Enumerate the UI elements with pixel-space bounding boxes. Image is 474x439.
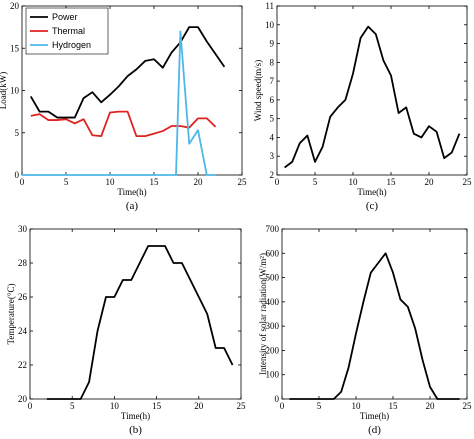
y-tick-label: 600: [266, 248, 280, 258]
x-tick-label: 5: [64, 177, 69, 187]
legend-label-hydrogen: Hydrogen: [52, 40, 91, 50]
y-tick-label: 400: [266, 297, 280, 307]
x-axis-label: Time(h): [360, 411, 389, 421]
y-tick-label: 10: [265, 20, 275, 30]
chart-load: 0 5 10 15 20 25 0 5 10 15 20 Time(h) Load(kW) (a) Powe…: [0, 1, 247, 212]
x-tick-label: 5: [317, 401, 322, 411]
x-tick-label: 15: [150, 177, 160, 187]
x-tick-label: 20: [426, 401, 436, 411]
y-tick-label: 700: [266, 224, 280, 234]
panel-caption: (b): [129, 424, 142, 436]
x-tick-label: 15: [152, 401, 162, 411]
panel-caption: (d): [368, 424, 381, 436]
x-axis-label: Time(h): [117, 187, 146, 197]
x-tick-label: 20: [194, 177, 204, 187]
y-tick-label: 9: [270, 39, 275, 49]
series-line-temperature: [46, 245, 234, 400]
x-tick-label: 15: [387, 177, 397, 187]
y-tick-label: 22: [18, 360, 27, 370]
plot-frame: [281, 228, 468, 400]
y-tick-label: 8: [270, 57, 275, 67]
chart-temperature: 0 5 10 15 20 25 20 22 24 26 28 30 Time(h) Temperature…: [6, 224, 246, 436]
y-tick-label: 3: [270, 151, 275, 161]
y-tick-label: 6: [270, 95, 275, 105]
y-tick-label: 20: [10, 1, 20, 11]
x-tick-label: 25: [237, 401, 247, 411]
x-tick-label: 15: [389, 401, 399, 411]
x-tick-label: 5: [70, 401, 75, 411]
series-line-thermal: [30, 110, 217, 138]
y-tick-label: 200: [266, 345, 280, 355]
y-tick-label: 28: [18, 258, 28, 268]
x-tick-label: 10: [110, 401, 120, 411]
x-tick-label: 25: [463, 401, 473, 411]
legend-label-thermal: Thermal: [52, 26, 85, 36]
series-line-wind-speed: [284, 25, 461, 169]
x-axis-label: Time(h): [357, 187, 386, 197]
y-tick-label: 5: [15, 128, 20, 138]
y-tick-label: 4: [270, 132, 275, 142]
x-tick-label: 0: [28, 401, 33, 411]
y-tick-label: 15: [10, 43, 20, 53]
y-tick-label: 2: [270, 170, 275, 180]
y-tick-label: 10: [10, 86, 20, 96]
series-line-solar-radiation: [289, 252, 460, 400]
legend-label-power: Power: [52, 12, 78, 22]
series-line-hydrogen: [22, 30, 216, 176]
y-tick-label: 100: [266, 370, 280, 380]
y-axis-label: Temperature(°C): [6, 284, 16, 345]
x-tick-label: 10: [349, 177, 359, 187]
y-tick-label: 5: [270, 114, 275, 124]
plot-frame: [29, 228, 242, 400]
x-tick-label: 20: [425, 177, 435, 187]
y-tick-label: 7: [270, 76, 275, 86]
legend: Power Thermal Hydrogen: [25, 7, 109, 55]
chart-solar-radiation: 0 5 10 15 20 25 0 100 200 300 400 500 600 700 Time(h) I…: [258, 224, 472, 436]
y-tick-label: 300: [266, 321, 280, 331]
y-tick-label: 24: [18, 326, 28, 336]
y-tick-label: 0: [275, 394, 280, 404]
plot-frame: [276, 5, 468, 176]
y-tick-label: 11: [265, 1, 274, 11]
panel-caption: (a): [126, 200, 139, 212]
x-tick-label: 20: [194, 401, 204, 411]
y-tick-label: 0: [15, 170, 20, 180]
x-tick-label: 10: [352, 401, 362, 411]
y-tick-label: 20: [18, 394, 28, 404]
y-tick-label: 26: [18, 292, 28, 302]
chart-wind-speed: 0 5 10 15 20 25 2 3 4 5 6 7 8 9 10 11 Time(h) Wind speed(…: [253, 1, 472, 212]
x-tick-label: 5: [313, 177, 318, 187]
x-tick-label: 0: [20, 177, 25, 187]
y-axis-label: Wind speed(m/s): [253, 60, 263, 121]
x-tick-label: 25: [463, 177, 473, 187]
y-axis-label: Load(kW): [0, 72, 8, 109]
x-axis-label: Time(h): [121, 411, 150, 421]
x-tick-label: 0: [280, 401, 285, 411]
y-tick-label: 30: [18, 224, 28, 234]
panel-caption: (c): [366, 200, 379, 212]
x-tick-label: 10: [106, 177, 116, 187]
y-axis-label: Intensity of solar radiation(W/m²): [258, 253, 268, 375]
x-tick-label: 25: [238, 177, 248, 187]
y-tick-label: 500: [266, 273, 280, 283]
x-tick-label: 0: [275, 177, 280, 187]
